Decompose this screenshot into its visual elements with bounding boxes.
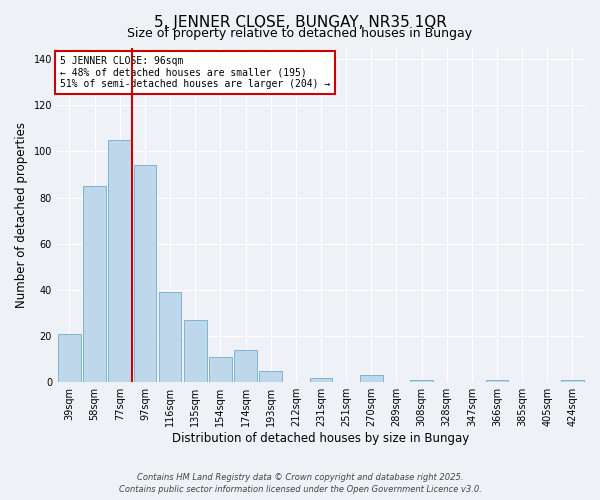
Y-axis label: Number of detached properties: Number of detached properties <box>15 122 28 308</box>
Bar <box>310 378 332 382</box>
Bar <box>58 334 81 382</box>
Bar <box>134 165 156 382</box>
Bar <box>234 350 257 382</box>
Bar <box>209 357 232 382</box>
Bar <box>83 186 106 382</box>
Bar <box>561 380 584 382</box>
Bar <box>259 370 282 382</box>
X-axis label: Distribution of detached houses by size in Bungay: Distribution of detached houses by size … <box>172 432 470 445</box>
Bar <box>184 320 206 382</box>
Bar <box>360 376 383 382</box>
Text: 5 JENNER CLOSE: 96sqm
← 48% of detached houses are smaller (195)
51% of semi-det: 5 JENNER CLOSE: 96sqm ← 48% of detached … <box>59 56 330 89</box>
Text: 5, JENNER CLOSE, BUNGAY, NR35 1QR: 5, JENNER CLOSE, BUNGAY, NR35 1QR <box>154 15 446 30</box>
Bar <box>485 380 508 382</box>
Bar <box>159 292 181 382</box>
Text: Contains HM Land Registry data © Crown copyright and database right 2025.
Contai: Contains HM Land Registry data © Crown c… <box>119 472 481 494</box>
Bar <box>410 380 433 382</box>
Text: Size of property relative to detached houses in Bungay: Size of property relative to detached ho… <box>127 28 473 40</box>
Bar <box>109 140 131 382</box>
